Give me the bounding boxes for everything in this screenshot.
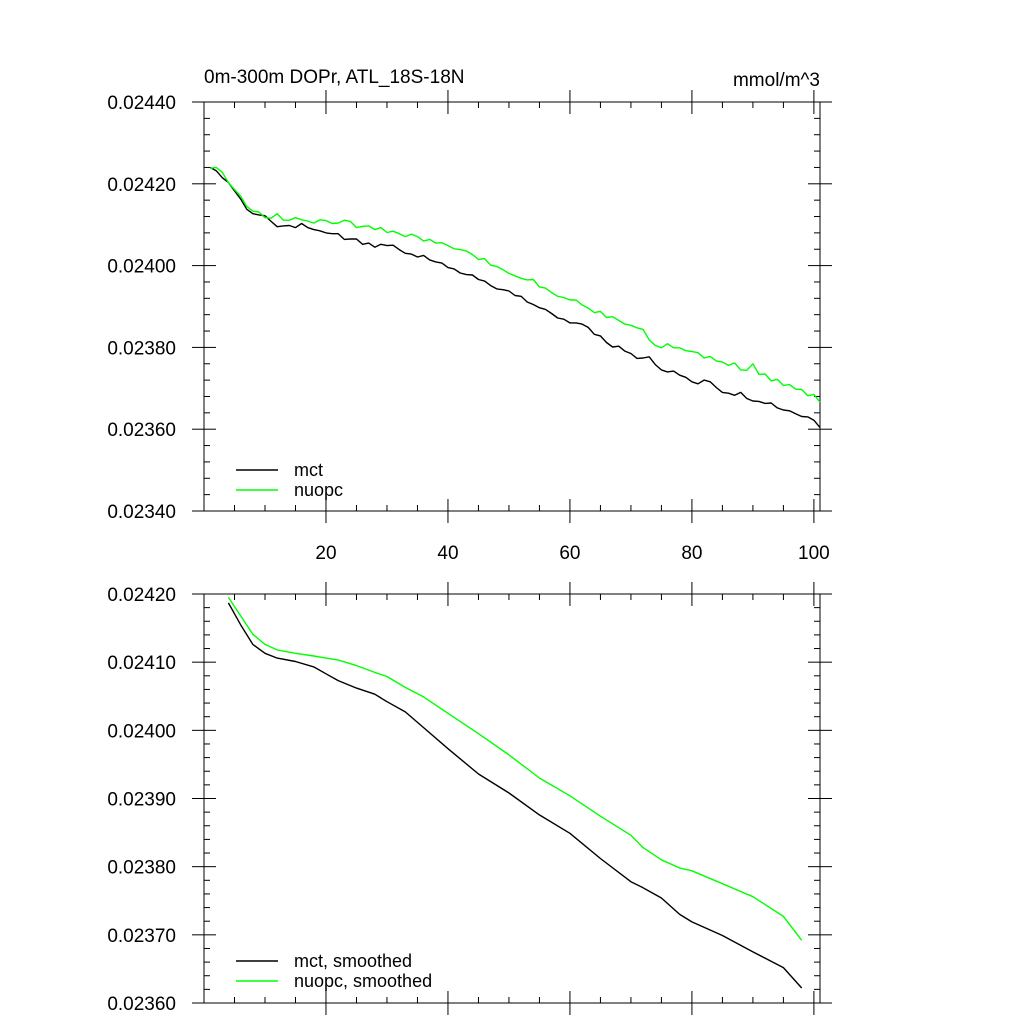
top-y-tick-label: 0.02360 xyxy=(107,420,176,441)
top-x-tick-label: 60 xyxy=(559,543,580,564)
bottom-y-tick-label: 0.02380 xyxy=(107,858,176,879)
top-x-tick-label: 80 xyxy=(681,543,702,564)
top-x-tick-label: 40 xyxy=(437,543,458,564)
bottom-plot-frame xyxy=(203,593,821,1004)
top-series-line-nuopc xyxy=(209,166,821,403)
top-chart-units: mmol/m^3 xyxy=(733,70,820,91)
bottom-y-tick-label: 0.02420 xyxy=(107,585,176,606)
bottom-legend-label-mct: mct, smoothed xyxy=(294,951,412,971)
bottom-series-line-nuopc xyxy=(227,597,803,941)
top-plot-frame xyxy=(203,101,821,512)
top-chart-title: 0m-300m DOPr, ATL_18S-18N xyxy=(204,67,464,88)
bottom-y-tick-label: 0.02360 xyxy=(107,994,176,1015)
top-legend-label-mct: mct xyxy=(294,460,323,480)
bottom-y-tick-label: 0.02410 xyxy=(107,653,176,674)
bottom-legend-label-nuopc: nuopc, smoothed xyxy=(294,971,432,991)
bottom-y-tick-label: 0.02400 xyxy=(107,721,176,742)
top-x-tick-label: 20 xyxy=(315,543,336,564)
top-legend-label-nuopc: nuopc xyxy=(294,480,343,500)
top-y-tick-label: 0.02340 xyxy=(107,502,176,523)
top-y-tick-label: 0.02420 xyxy=(107,175,176,196)
bottom-y-tick-label: 0.02390 xyxy=(107,790,176,811)
bottom-panel: 0.02360 0.02370 0.02380 0.02390 0.02400 0.024… xyxy=(107,582,832,1015)
bottom-y-tick-label: 0.02370 xyxy=(107,926,176,947)
top-x-tick-label: 100 xyxy=(798,543,830,564)
top-panel: 0m-300m DOPr, ATL_18S-18N mmol/m^3 20 40 6… xyxy=(107,67,832,564)
top-series-line-mct xyxy=(209,166,821,429)
top-y-tick-label: 0.02380 xyxy=(107,338,176,359)
top-y-tick-label: 0.02400 xyxy=(107,257,176,278)
top-y-tick-label: 0.02440 xyxy=(107,93,176,114)
bottom-series-line-mct xyxy=(227,602,803,989)
